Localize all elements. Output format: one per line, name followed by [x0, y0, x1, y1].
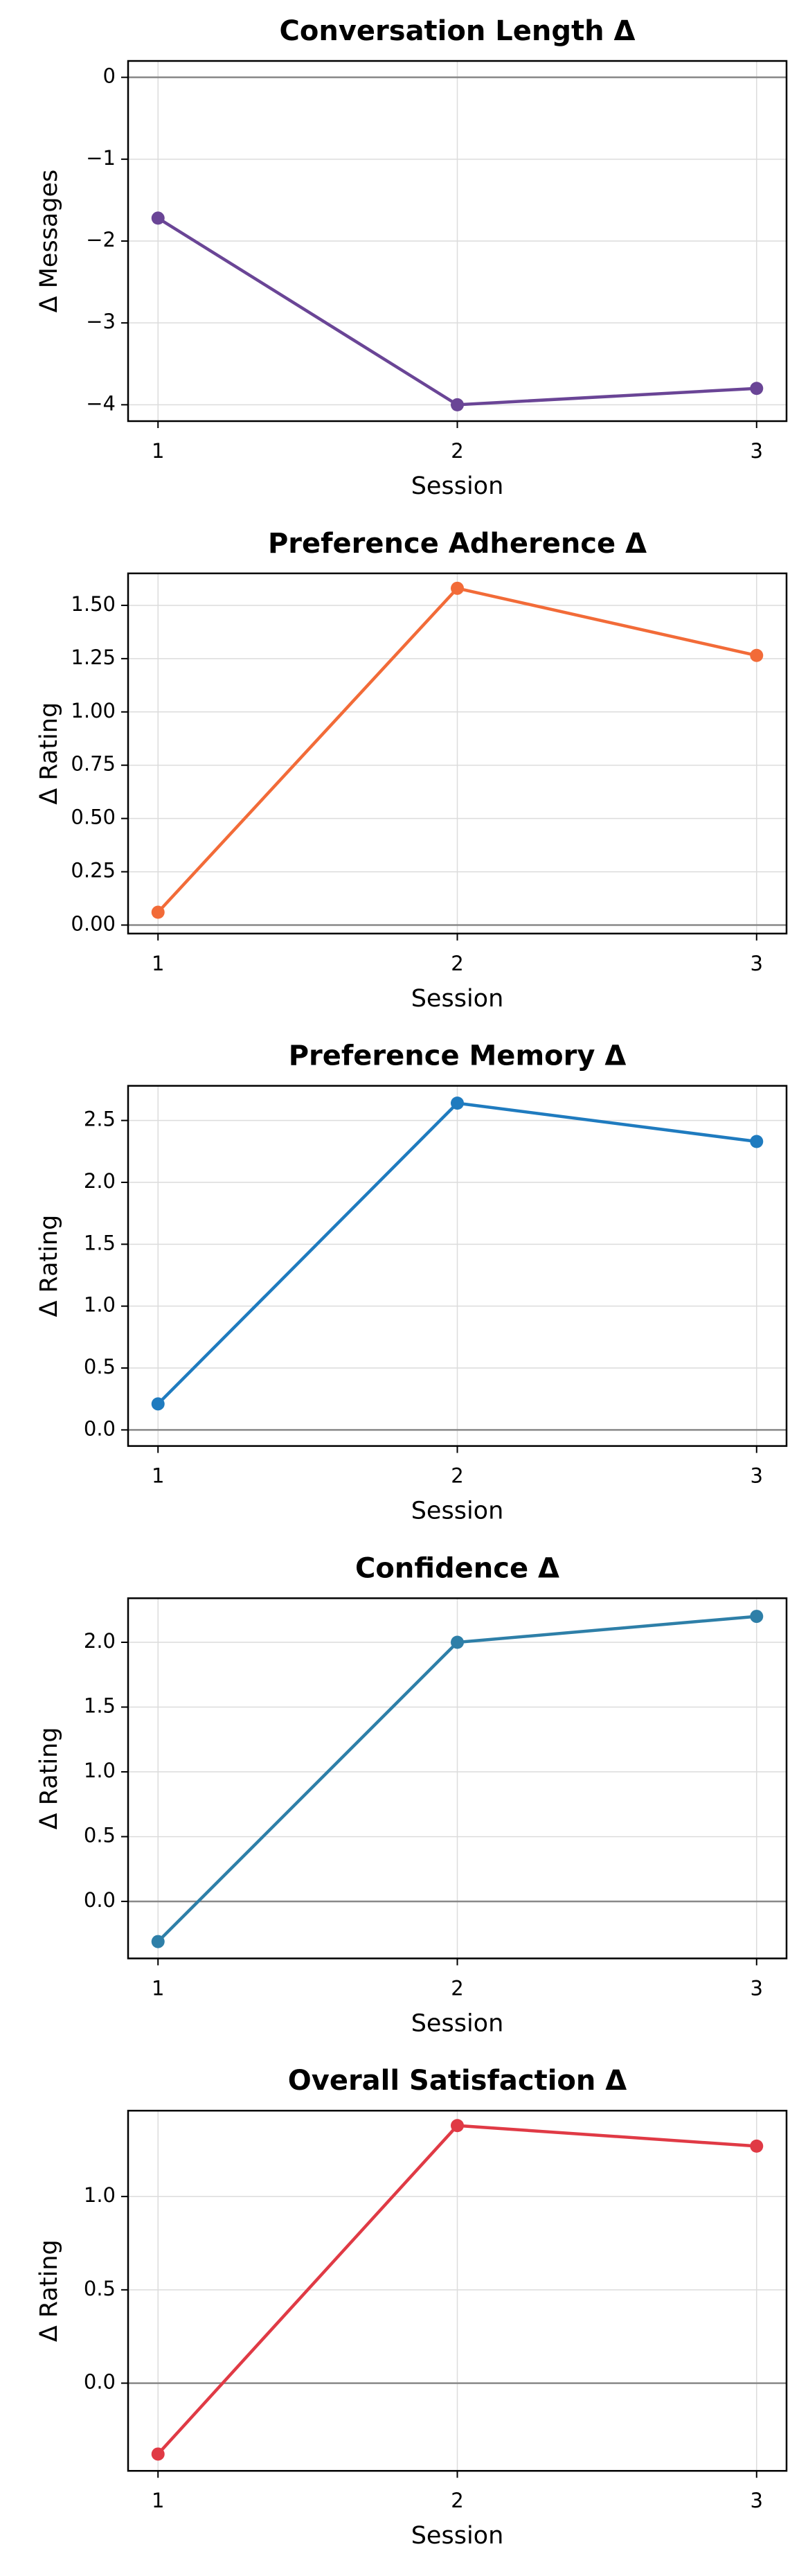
y-tick-label: 0.0 — [84, 2370, 116, 2394]
data-point — [451, 398, 464, 411]
y-tick-label: 0.25 — [71, 859, 116, 882]
x-tick-label: 2 — [451, 952, 463, 975]
chart-panel: 1 2 3 0.0 0.5 1.0 Overall Satisfaction Δ Sessio… — [35, 2065, 788, 2550]
y-tick-label: 2.0 — [84, 1629, 116, 1653]
data-point — [750, 1610, 764, 1624]
data-point — [451, 581, 464, 595]
data-point — [151, 1397, 165, 1411]
y-tick-label: −1 — [86, 146, 116, 170]
y-axis-label: Δ Rating — [35, 1215, 63, 1317]
x-tick-label: 2 — [451, 1976, 463, 2000]
x-tick-label: 3 — [751, 1976, 763, 2000]
y-tick-label: 2.0 — [84, 1169, 116, 1193]
data-point — [151, 1935, 165, 1948]
x-axis-label: Session — [411, 2009, 504, 2037]
data-point — [151, 905, 165, 919]
y-tick-label: 0 — [103, 64, 116, 88]
chart-title: Overall Satisfaction Δ — [288, 2065, 627, 2097]
data-point — [451, 2119, 464, 2133]
y-tick-label: 1.00 — [71, 699, 116, 722]
x-tick-label: 3 — [751, 952, 763, 975]
data-point — [750, 648, 764, 662]
y-tick-label: 1.50 — [71, 592, 116, 616]
data-point — [151, 211, 165, 225]
plot-frame — [127, 60, 788, 423]
x-tick-label: 3 — [751, 1464, 763, 1488]
x-tick-label: 1 — [152, 2489, 164, 2512]
x-axis-label: Session — [411, 472, 504, 500]
y-axis-label: Δ Rating — [35, 2239, 63, 2342]
x-axis-label: Session — [411, 985, 504, 1013]
plot-frame — [127, 1085, 788, 1447]
y-tick-label: −2 — [86, 228, 116, 251]
x-tick-label: 1 — [152, 439, 164, 463]
y-axis-label: Δ Rating — [35, 702, 63, 805]
y-tick-label: 1.0 — [84, 1759, 116, 1782]
x-tick-label: 1 — [152, 1976, 164, 2000]
x-tick-label: 1 — [152, 1464, 164, 1488]
y-axis-label: Δ Rating — [35, 1727, 63, 1829]
chart-title: Preference Adherence Δ — [268, 528, 647, 560]
chart-panel: 1 2 3 0.00 0.25 0.50 0.75 1.00 1.25 1.50 Preferenc… — [35, 528, 788, 1013]
x-tick-label: 2 — [451, 2489, 463, 2512]
y-tick-label: 0.50 — [71, 806, 116, 829]
y-axis-label: Δ Messages — [35, 170, 63, 313]
y-tick-label: 0.5 — [84, 1355, 116, 1378]
chart-title: Confidence Δ — [355, 1552, 559, 1584]
y-tick-label: 0.5 — [84, 1824, 116, 1847]
x-axis-label: Session — [411, 2522, 504, 2550]
plot-frame — [127, 1597, 788, 1960]
y-tick-label: 1.0 — [84, 2183, 116, 2207]
data-point — [750, 1135, 764, 1148]
y-tick-label: 0.75 — [71, 752, 116, 776]
data-point — [151, 2447, 165, 2461]
x-axis-label: Session — [411, 1498, 504, 1525]
chart-title: Conversation Length Δ — [280, 15, 636, 47]
data-point — [451, 1635, 464, 1649]
y-tick-label: 1.25 — [71, 646, 116, 669]
data-point — [750, 382, 764, 396]
y-tick-label: 1.5 — [84, 1694, 116, 1718]
chart-panel: 1 2 3 0.0 0.5 1.0 1.5 2.0 Confidence Δ Session Δ R… — [35, 1552, 788, 2037]
y-tick-label: 0.0 — [84, 1888, 116, 1912]
x-tick-label: 2 — [451, 439, 463, 463]
data-point — [750, 2139, 764, 2153]
y-tick-label: 0.5 — [84, 2277, 116, 2300]
y-tick-label: 0.00 — [71, 912, 116, 935]
x-tick-label: 1 — [152, 952, 164, 975]
chart-panel: 1 2 3 0.0 0.5 1.0 1.5 2.0 2.5 Preference Memory Δ… — [35, 1040, 788, 1525]
y-tick-label: −3 — [86, 310, 116, 333]
plot-frame — [127, 572, 788, 935]
chart-title: Preference Memory Δ — [289, 1040, 627, 1072]
plot-frame — [127, 2109, 788, 2472]
x-tick-label: 2 — [451, 1464, 463, 1488]
y-tick-label: −4 — [86, 391, 116, 415]
y-tick-label: 1.5 — [84, 1231, 116, 1254]
x-tick-label: 3 — [751, 2489, 763, 2512]
y-tick-label: 2.5 — [84, 1108, 116, 1131]
y-tick-label: 0.0 — [84, 1416, 116, 1440]
x-tick-label: 3 — [751, 439, 763, 463]
y-tick-label: 1.0 — [84, 1293, 116, 1317]
chart-panel: 1 2 3 0 −1 −2 −3 −4 Conversation Length Δ Session… — [35, 15, 788, 500]
data-point — [451, 1096, 464, 1110]
